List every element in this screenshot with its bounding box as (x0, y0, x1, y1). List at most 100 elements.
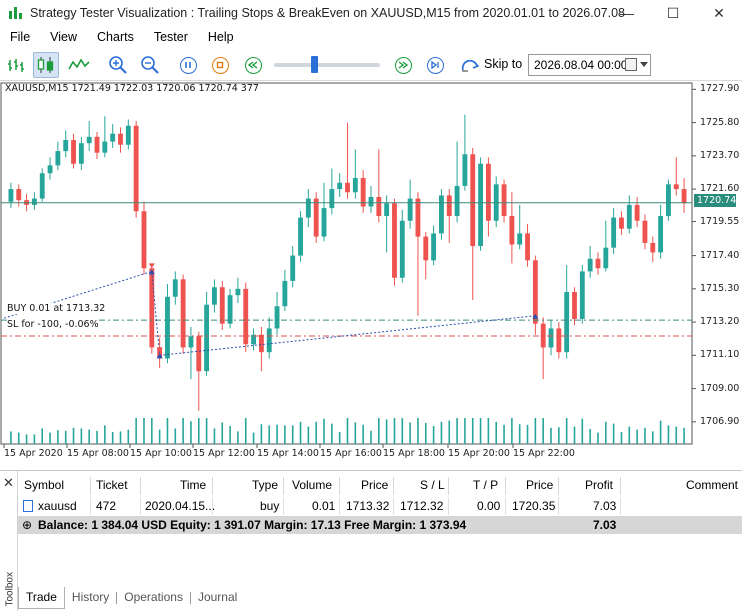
column-header[interactable]: Volume (292, 478, 333, 492)
column-header[interactable]: Type (252, 478, 279, 492)
balance-profit: 7.03 (593, 518, 617, 532)
candle-body (642, 220, 648, 243)
row-current-price: 1720.35 (512, 499, 556, 513)
calendar-icon[interactable] (625, 58, 637, 71)
column-header[interactable]: Profit (585, 478, 614, 492)
volume-bar (41, 428, 44, 444)
x-tick-label: 15 Apr 14:00 (257, 448, 319, 459)
row-time: 2020.04.15... (145, 499, 216, 513)
bar-chart-icon (8, 59, 24, 72)
volume-bar (659, 420, 662, 444)
step-forward-button[interactable] (422, 52, 448, 78)
candle-body (525, 233, 530, 261)
skip-button[interactable] (458, 52, 484, 78)
candle-body (172, 279, 178, 297)
tab-operations[interactable]: Operations (124, 590, 183, 604)
volume-bar (362, 424, 364, 444)
x-tick-label: 15 Apr 2020 (4, 448, 63, 459)
table-row[interactable]: xauusd 472 2020.04.15... buy 0.01 1713.3… (18, 497, 742, 515)
line-chart-button[interactable] (66, 52, 92, 78)
speed-slider-thumb[interactable] (311, 56, 318, 73)
candle-body (47, 165, 53, 174)
candle-body (399, 220, 405, 278)
skip-to-label: Skip to (484, 57, 523, 71)
y-tick-label: 1709.00 (700, 382, 740, 394)
candle-body (587, 258, 593, 272)
menu-help[interactable]: Help (207, 30, 234, 44)
tab-journal[interactable]: Journal (197, 590, 238, 604)
column-header[interactable]: Price (526, 478, 554, 492)
volume-bar (127, 429, 130, 444)
candle-body (133, 125, 139, 212)
pause-button[interactable] (175, 52, 201, 78)
buy-arrow-icon (148, 269, 155, 275)
title-bar: Strategy Tester Visualization : Trailing… (0, 0, 742, 26)
volume-bar (534, 418, 537, 444)
volume-bar (244, 418, 247, 444)
volume-bar (252, 432, 255, 444)
volume-bar (409, 422, 411, 444)
column-header[interactable]: Comment (686, 478, 739, 492)
candle-body (290, 255, 296, 281)
menu-charts[interactable]: Charts (97, 30, 134, 44)
maximize-button[interactable]: ☐ (666, 4, 680, 21)
skip-date-field[interactable]: 2026.08.04 00:00 (528, 54, 651, 76)
menu-file[interactable]: File (10, 30, 31, 44)
column-header[interactable]: Symbol (24, 478, 65, 492)
tab-history[interactable]: History (71, 590, 110, 604)
close-button[interactable]: ✕ (713, 4, 725, 21)
buy-note: BUY 0.01 at 1713.32 (7, 303, 106, 314)
candle-body (548, 328, 554, 348)
chevron-down-icon[interactable] (640, 62, 648, 67)
tab-trade[interactable]: Trade (18, 587, 65, 609)
column-header[interactable]: Price (361, 478, 389, 492)
candle-body (611, 217, 617, 248)
candle-body (431, 233, 437, 261)
candle-body (321, 208, 327, 237)
row-price: 1713.32 (346, 499, 390, 513)
row-type: buy (260, 499, 280, 513)
minimize-button[interactable]: — (620, 5, 634, 21)
candle-body (94, 136, 100, 153)
candle-body (673, 184, 679, 190)
candle-body (125, 125, 131, 145)
zoom-out-button[interactable] (137, 52, 163, 78)
candle-body (282, 280, 288, 307)
close-icon[interactable]: ✕ (3, 475, 14, 490)
toolbox-tabs: Trade History Operations Journal (18, 587, 244, 609)
stop-button[interactable] (207, 52, 233, 78)
speed-slider-track[interactable] (274, 63, 380, 67)
candle-body (31, 198, 37, 205)
column-header[interactable]: T / P (473, 478, 499, 492)
rewind-button[interactable] (240, 52, 266, 78)
fast-forward-button[interactable] (390, 52, 416, 78)
volume-bar (558, 427, 560, 444)
chart-canvas[interactable] (0, 81, 742, 460)
column-header[interactable]: Time (180, 478, 207, 492)
candle-body (619, 217, 624, 229)
volume-bar (448, 420, 451, 444)
volume-bar (268, 425, 271, 444)
menu-tester[interactable]: Tester (153, 30, 188, 44)
candle-body (16, 189, 22, 201)
candle-body (8, 189, 14, 202)
column-header[interactable]: S / L (420, 478, 445, 492)
volume-bar (503, 424, 505, 444)
volume-bar (620, 432, 623, 444)
price-chart[interactable]: XAUUSD,M15 1721.49 1722.03 1720.06 1720.… (0, 81, 742, 460)
x-tick-label: 15 Apr 22:00 (513, 448, 575, 459)
volume-bar (565, 418, 568, 444)
line-chart-icon (68, 58, 90, 70)
column-header[interactable]: Ticket (96, 478, 128, 492)
volume-bar (487, 418, 490, 444)
candlestick-button[interactable] (33, 52, 59, 78)
zoom-in-button[interactable] (105, 52, 131, 78)
menu-view[interactable]: View (50, 30, 78, 44)
table-header: Symbol Ticket Time Type Volume Price S /… (18, 473, 742, 497)
candle-body (650, 242, 656, 253)
candle-body (658, 216, 664, 253)
candle-body (305, 198, 311, 218)
volume-bar (424, 423, 427, 444)
candle-body (258, 334, 264, 353)
bar-chart-button[interactable] (4, 52, 30, 78)
